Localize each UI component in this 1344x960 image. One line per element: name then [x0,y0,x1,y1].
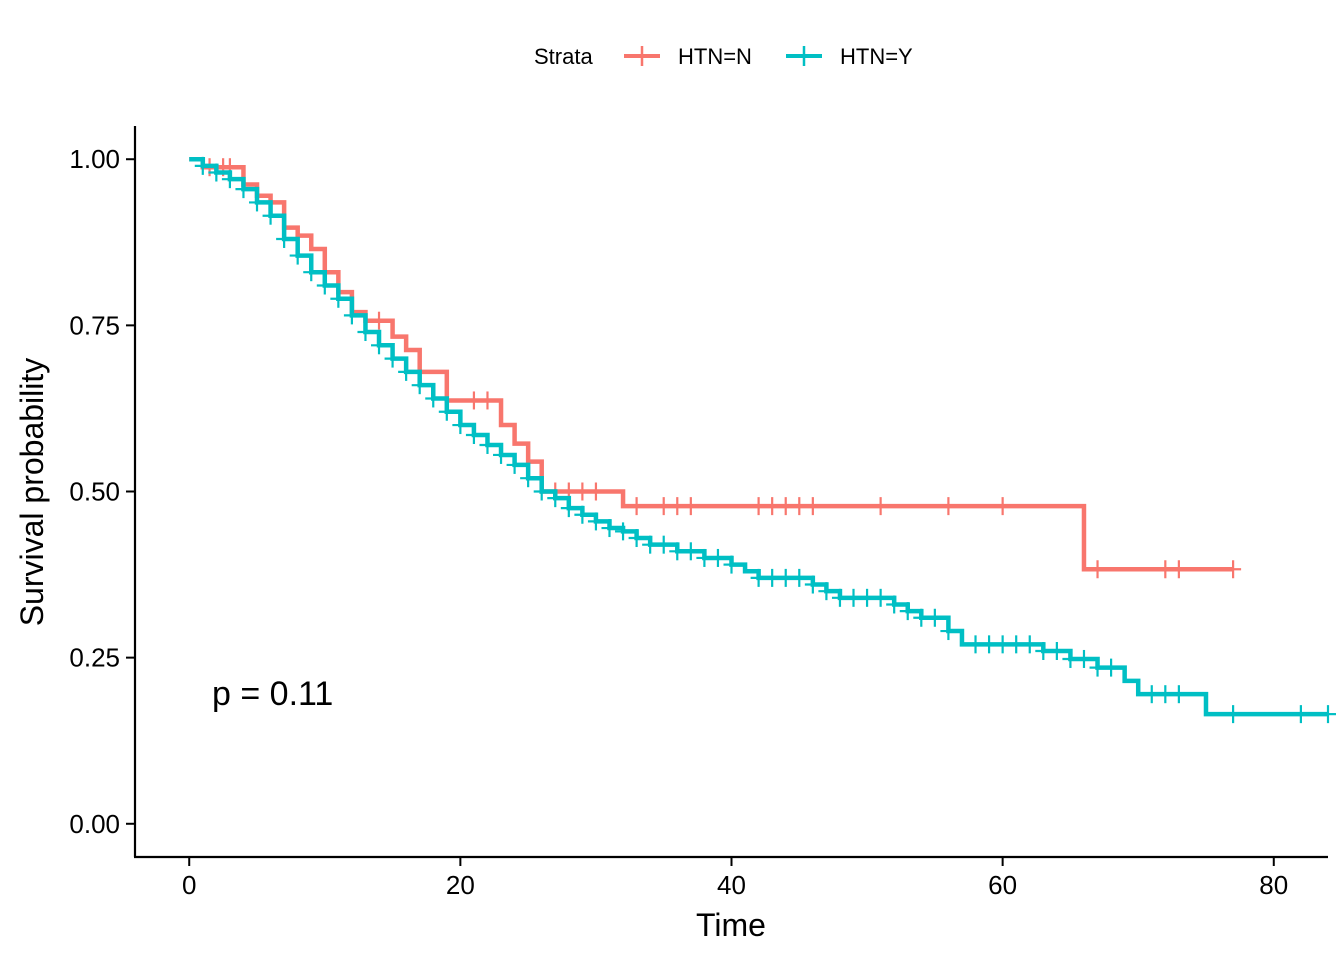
legend-key-htn-y [786,46,822,66]
y-tick-label: 1.00 [69,144,120,174]
x-tick-label: 20 [446,870,475,900]
x-tick-label: 0 [182,870,196,900]
x-axis-ticks: 0 20 40 60 80 [182,857,1288,900]
legend-key-htn-n [624,46,660,66]
plot-area [189,156,1336,724]
y-tick-label: 0.50 [69,477,120,507]
y-tick-label: 0.75 [69,310,120,340]
y-axis-ticks: 0.00 0.25 0.50 0.75 1.00 [69,144,135,839]
p-value-annotation: p = 0.11 [212,675,333,713]
x-tick-label: 60 [988,870,1017,900]
series-htn-n [189,156,1242,579]
legend-title: Strata [534,44,593,69]
legend-label-htn-n: HTN=N [678,44,752,69]
x-axis-title: Time [696,907,766,943]
y-tick-label: 0.00 [69,809,120,839]
y-tick-label: 0.25 [69,643,120,673]
series-htn-y [189,156,1336,724]
x-tick-label: 80 [1259,870,1288,900]
legend-label-htn-y: HTN=Y [840,44,913,69]
legend: Strata HTN=N HTN=Y [534,44,913,69]
y-axis-title: Survival probability [14,358,50,627]
survival-curve [189,156,1234,572]
survival-curve [189,156,1328,717]
x-tick-label: 40 [717,870,746,900]
